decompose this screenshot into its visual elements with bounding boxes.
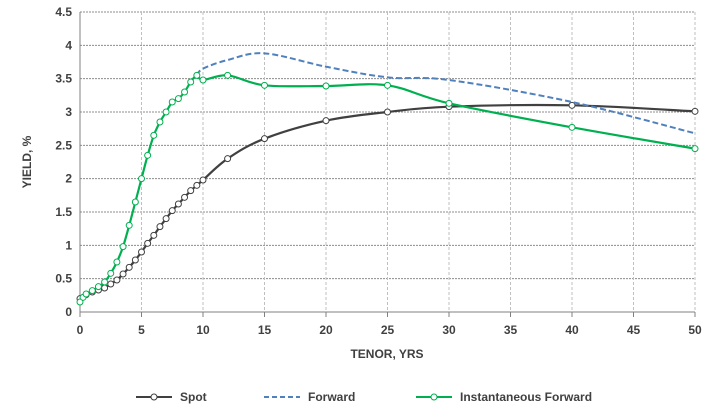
axes: 0 0.5 1 1.5 2 2.5 3 3.5 4 4.5 0 5 10 15 20 25 30 35 40 45 50 [55, 5, 702, 337]
instantaneous-forward-point [88, 287, 96, 295]
instantaneous-forward-point [691, 145, 699, 153]
instantaneous-forward-point [193, 71, 201, 79]
spot-point [138, 248, 145, 256]
y-tick-label: 4.5 [55, 5, 72, 19]
grid [80, 11, 696, 312]
x-tick-label: 35 [504, 323, 518, 337]
x-tick-label: 15 [258, 323, 272, 337]
legend-label-forward: Forward [308, 390, 355, 404]
y-tick-label: 1.5 [55, 205, 72, 219]
instantaneous-forward-point [101, 278, 109, 286]
forward-line [196, 52, 696, 135]
spot-point [199, 176, 207, 184]
spot-point [150, 231, 158, 239]
spot-point [261, 135, 268, 143]
instantaneous-forward-point [224, 71, 232, 79]
legend-label-spot: Spot [180, 390, 207, 404]
spot-point [193, 181, 201, 189]
spot-point [168, 207, 176, 215]
spot-point [101, 284, 109, 292]
legend-label-instantaneous-forward: Instantaneous Forward [460, 390, 592, 404]
spot-point [568, 101, 576, 109]
spot-point [691, 107, 699, 115]
spot-point [113, 276, 121, 284]
x-axis-label: TENOR, YRS [350, 347, 423, 361]
spot-point [131, 256, 139, 264]
series-layer [76, 52, 699, 306]
legend-marker-instantaneous-forward [430, 393, 438, 401]
instantaneous-forward-point [322, 82, 330, 90]
y-axis-label: YIELD, % [20, 135, 34, 188]
y-tick-label: 2.5 [55, 138, 72, 152]
y-tick-label: 3.5 [55, 72, 72, 86]
spot-point [107, 280, 115, 288]
x-tick-label: 0 [77, 323, 84, 337]
x-tick-label: 30 [442, 323, 456, 337]
spot-point [322, 117, 330, 125]
x-tick-label: 25 [381, 323, 395, 337]
instantaneous-forward-point [94, 283, 102, 291]
instantaneous-forward-point [82, 290, 90, 298]
instantaneous-forward-point [174, 95, 182, 103]
x-tick-label: 20 [319, 323, 333, 337]
spot-point [181, 193, 189, 201]
spot-point [144, 239, 152, 247]
instantaneous-forward-point [568, 123, 576, 131]
instantaneous-forward-point [199, 76, 207, 84]
y-tick-label: 2 [65, 172, 72, 186]
x-tick-label: 50 [688, 323, 702, 337]
instantaneous-forward-point [168, 98, 176, 106]
x-tick-label: 45 [627, 323, 641, 337]
instantaneous-forward-point [187, 78, 195, 86]
spot-point [162, 215, 170, 223]
spot-point [125, 263, 133, 271]
instantaneous-forward-point [107, 269, 115, 277]
x-tick-label: 5 [138, 323, 145, 337]
instantaneous-forward-point [384, 81, 391, 89]
x-tick-label: 10 [196, 323, 210, 337]
instantaneous-forward-point [156, 118, 164, 126]
legend: Spot Forward Instantaneous Forward [136, 390, 592, 404]
legend-marker-spot [150, 393, 158, 401]
instantaneous-forward-point [181, 88, 189, 96]
instantaneous-forward-point [162, 108, 170, 116]
y-tick-label: 0.5 [55, 272, 72, 286]
y-tick-label: 4 [65, 38, 72, 52]
y-tick-label: 0 [65, 305, 72, 319]
instantaneous-forward-point [150, 131, 158, 139]
instantaneous-forward-point [138, 175, 145, 183]
spot-point [174, 200, 182, 208]
spot-point [224, 155, 232, 163]
instantaneous-forward-point [144, 151, 152, 159]
y-tick-label: 3 [65, 105, 72, 119]
instantaneous-forward-point [261, 81, 268, 89]
instantaneous-forward-point [125, 221, 133, 229]
spot-point [156, 223, 164, 231]
instantaneous-forward-point [131, 198, 139, 206]
y-tick-label: 1 [65, 238, 72, 252]
spot-point [119, 270, 127, 278]
instantaneous-forward-point [119, 243, 127, 251]
spot-point [384, 108, 391, 116]
x-tick-label: 40 [565, 323, 579, 337]
instantaneous-forward-point [445, 99, 453, 107]
spot-point [187, 187, 195, 195]
instantaneous-forward-point [113, 258, 121, 266]
